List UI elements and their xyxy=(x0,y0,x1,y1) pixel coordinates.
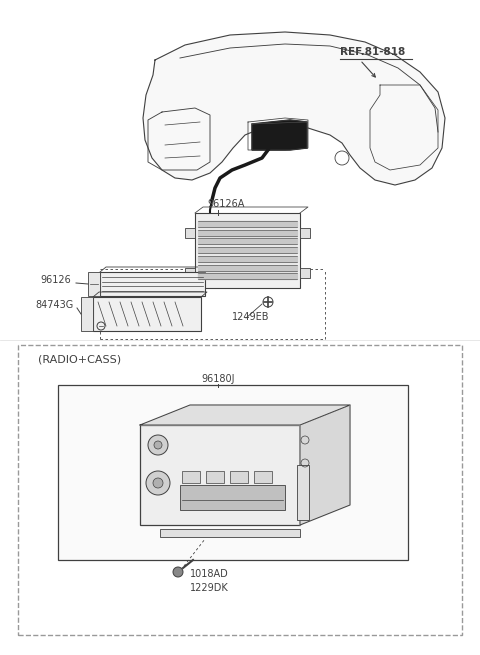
Text: 84743G: 84743G xyxy=(35,300,73,310)
Bar xyxy=(18,345,462,635)
Circle shape xyxy=(146,471,170,495)
Text: REF.81-818: REF.81-818 xyxy=(340,47,405,57)
Circle shape xyxy=(153,478,163,488)
Circle shape xyxy=(148,435,168,455)
Circle shape xyxy=(154,441,162,449)
Text: 1229DK: 1229DK xyxy=(190,583,229,593)
Bar xyxy=(100,272,205,296)
Bar xyxy=(297,465,309,520)
Bar xyxy=(180,485,285,510)
Bar xyxy=(300,228,310,238)
Polygon shape xyxy=(198,221,297,227)
Polygon shape xyxy=(143,32,445,185)
Polygon shape xyxy=(198,273,297,279)
Polygon shape xyxy=(300,405,350,525)
Bar xyxy=(93,297,201,331)
Polygon shape xyxy=(252,120,307,150)
Bar xyxy=(195,213,300,288)
Bar xyxy=(140,425,300,525)
Bar xyxy=(185,268,195,278)
Polygon shape xyxy=(198,265,297,271)
Bar xyxy=(254,471,272,483)
Bar xyxy=(185,228,195,238)
Polygon shape xyxy=(198,247,297,253)
Text: 1018AD: 1018AD xyxy=(190,569,229,579)
Polygon shape xyxy=(198,238,297,244)
Bar xyxy=(160,529,300,537)
Text: 96126A: 96126A xyxy=(207,199,244,209)
Bar xyxy=(206,471,224,483)
Bar xyxy=(182,471,200,483)
Polygon shape xyxy=(198,256,297,262)
Bar xyxy=(88,272,100,296)
Polygon shape xyxy=(198,230,297,236)
Polygon shape xyxy=(140,405,350,425)
Text: 96126: 96126 xyxy=(40,275,71,285)
Bar xyxy=(58,385,408,560)
Bar xyxy=(81,297,93,331)
Bar xyxy=(230,471,248,483)
Circle shape xyxy=(173,567,183,577)
Text: 1249EB: 1249EB xyxy=(232,312,269,322)
Text: 96180J: 96180J xyxy=(201,374,235,384)
Bar xyxy=(300,268,310,278)
Text: (RADIO+CASS): (RADIO+CASS) xyxy=(38,354,121,364)
